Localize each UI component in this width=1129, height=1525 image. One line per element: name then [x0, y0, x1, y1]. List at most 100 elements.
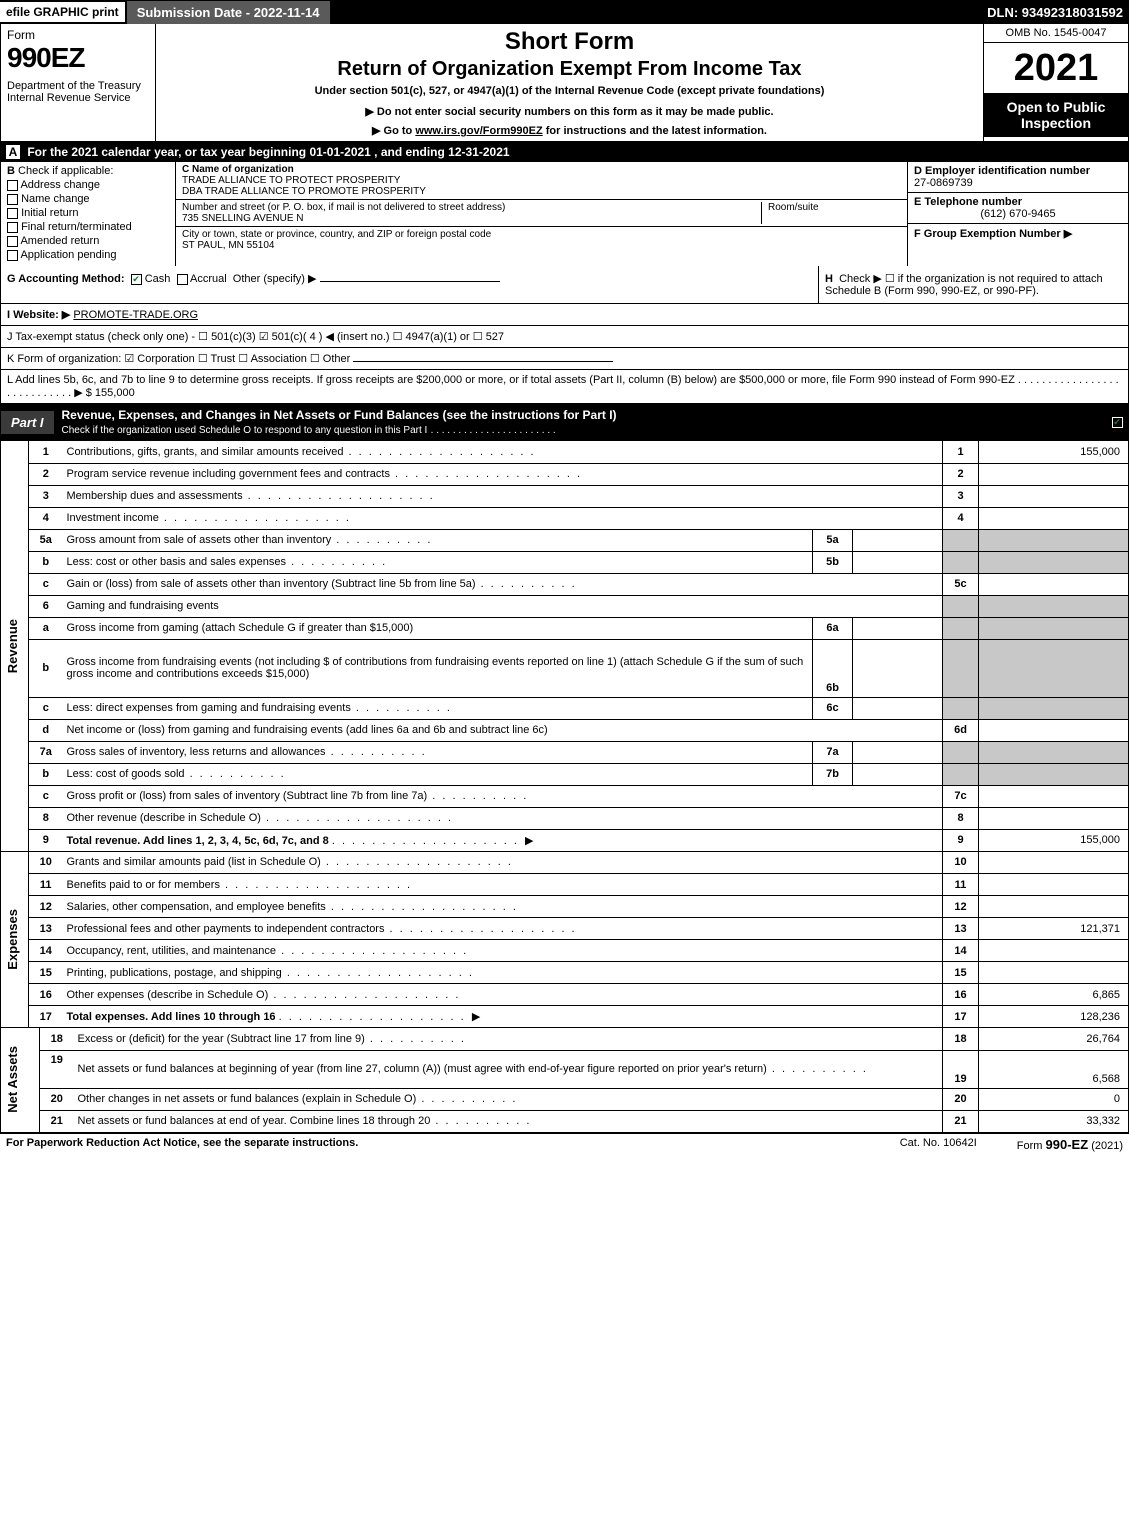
line-rnum: 7c [943, 785, 979, 807]
line-desc: Gross amount from sale of assets other t… [63, 529, 813, 551]
chk-accrual[interactable] [177, 274, 188, 285]
line-amt [979, 852, 1129, 874]
footer-r-post: (2021) [1088, 1140, 1123, 1152]
grey-cell [943, 741, 979, 763]
grey-cell [979, 617, 1129, 639]
netassets-side-label: Net Assets [1, 1028, 40, 1132]
col-c: C Name of organization TRADE ALLIANCE TO… [176, 162, 908, 266]
chk-label: Address change [20, 179, 100, 191]
line-rnum: 18 [943, 1028, 979, 1050]
website-val[interactable]: PROMOTE-TRADE.ORG [73, 309, 198, 321]
line-amt [979, 719, 1129, 741]
line-num: 16 [29, 984, 63, 1006]
org-name-block: C Name of organization TRADE ALLIANCE TO… [176, 162, 907, 200]
header-center: Short Form Return of Organization Exempt… [156, 24, 983, 141]
grey-cell [943, 639, 979, 697]
line-num: 18 [40, 1028, 74, 1050]
part1-tab: Part I [1, 411, 54, 434]
section-bcd: B Check if applicable: Address change Na… [0, 162, 1129, 266]
line-num: 11 [29, 874, 63, 896]
line-rnum: 2 [943, 463, 979, 485]
line-amt: 0 [979, 1088, 1129, 1110]
line-num: 8 [29, 807, 63, 829]
e-hdr: E Telephone number [914, 196, 1122, 208]
efile-label[interactable]: efile GRAPHIC print [0, 2, 125, 22]
chk-name-change[interactable]: Name change [7, 193, 169, 205]
revenue-vtext: Revenue [5, 619, 20, 673]
part1-schedule-o-check[interactable] [1106, 416, 1128, 428]
city-hdr: City or town, state or province, country… [182, 229, 901, 240]
chk-amended[interactable]: Amended return [7, 235, 169, 247]
line-desc: Membership dues and assessments [63, 485, 943, 507]
line-desc: Net assets or fund balances at end of ye… [74, 1110, 943, 1132]
dept-label: Department of the Treasury Internal Reve… [7, 80, 149, 104]
line-num: 7a [29, 741, 63, 763]
line-amt: 26,764 [979, 1028, 1129, 1050]
line-num: b [29, 639, 63, 697]
line-desc: Total expenses. Add lines 10 through 16 … [63, 1006, 943, 1028]
row-k: K Form of organization: ☑ Corporation ☐ … [0, 348, 1129, 370]
k-other-input[interactable] [353, 361, 613, 362]
line-rnum: 4 [943, 507, 979, 529]
grey-cell [979, 529, 1129, 551]
revenue-table: Revenue 1 Contributions, gifts, grants, … [0, 441, 1129, 852]
line-amt: 155,000 [979, 829, 1129, 851]
line-num: 6 [29, 595, 63, 617]
line-desc: Gross profit or (loss) from sales of inv… [63, 785, 943, 807]
form-word: Form [7, 28, 149, 42]
ein-val: 27-0869739 [914, 177, 1122, 189]
line-num: b [29, 763, 63, 785]
line-rnum: 16 [943, 984, 979, 1006]
line-desc: Professional fees and other payments to … [63, 918, 943, 940]
b-letter: B [7, 165, 15, 177]
line-desc: Gross sales of inventory, less returns a… [63, 741, 813, 763]
chk-address-change[interactable]: Address change [7, 179, 169, 191]
line-rnum: 8 [943, 807, 979, 829]
chk-final-return[interactable]: Final return/terminated [7, 221, 169, 233]
line-rnum: 21 [943, 1110, 979, 1132]
main-title: Return of Organization Exempt From Incom… [164, 58, 975, 81]
tax-year: 2021 [984, 43, 1128, 93]
grey-cell [943, 551, 979, 573]
line-amt [979, 463, 1129, 485]
phone-val: (612) 670-9465 [914, 208, 1122, 220]
omb-number: OMB No. 1545-0047 [984, 24, 1128, 43]
k-text: K Form of organization: ☑ Corporation ☐ … [7, 353, 350, 365]
line-num: b [29, 551, 63, 573]
group-exemption-block: F Group Exemption Number ▶ [908, 224, 1128, 243]
irs-link[interactable]: www.irs.gov/Form990EZ [415, 125, 542, 137]
line-rnum: 6d [943, 719, 979, 741]
line-num: 21 [40, 1110, 74, 1132]
other-specify-input[interactable] [320, 281, 500, 282]
line-amt [979, 785, 1129, 807]
line-amt [979, 940, 1129, 962]
line-amt [979, 962, 1129, 984]
inbox-val [853, 741, 943, 763]
line-num: 13 [29, 918, 63, 940]
line-desc: Salaries, other compensation, and employ… [63, 896, 943, 918]
chk-cash[interactable] [131, 274, 142, 285]
subtitle: Under section 501(c), 527, or 4947(a)(1)… [164, 85, 975, 97]
line-desc: Occupancy, rent, utilities, and maintena… [63, 940, 943, 962]
line-desc: Benefits paid to or for members [63, 874, 943, 896]
revenue-side-label: Revenue [1, 441, 29, 851]
line-desc: Other changes in net assets or fund bala… [74, 1088, 943, 1110]
grey-cell [943, 595, 979, 617]
line-num: 10 [29, 852, 63, 874]
row-j: J Tax-exempt status (check only one) - ☐… [0, 326, 1129, 348]
chk-initial-return[interactable]: Initial return [7, 207, 169, 219]
line-desc: Contributions, gifts, grants, and simila… [63, 441, 943, 463]
street-val: 735 SNELLING AVENUE N [182, 213, 761, 224]
dots [332, 835, 519, 847]
footer-catno: Cat. No. 10642I [900, 1137, 977, 1152]
expenses-side-label: Expenses [1, 852, 29, 1028]
h-text: Check ▶ ☐ if the organization is not req… [825, 273, 1103, 297]
line-rnum: 5c [943, 573, 979, 595]
part1-title: Revenue, Expenses, and Changes in Net As… [54, 404, 1106, 440]
chk-app-pending[interactable]: Application pending [7, 249, 169, 261]
line-desc: Less: cost of goods sold [63, 763, 813, 785]
line-num: 12 [29, 896, 63, 918]
inbox-lbl: 6c [813, 697, 853, 719]
form-header: Form 990EZ Department of the Treasury In… [0, 24, 1129, 142]
row-i: I Website: ▶ PROMOTE-TRADE.ORG [0, 304, 1129, 326]
